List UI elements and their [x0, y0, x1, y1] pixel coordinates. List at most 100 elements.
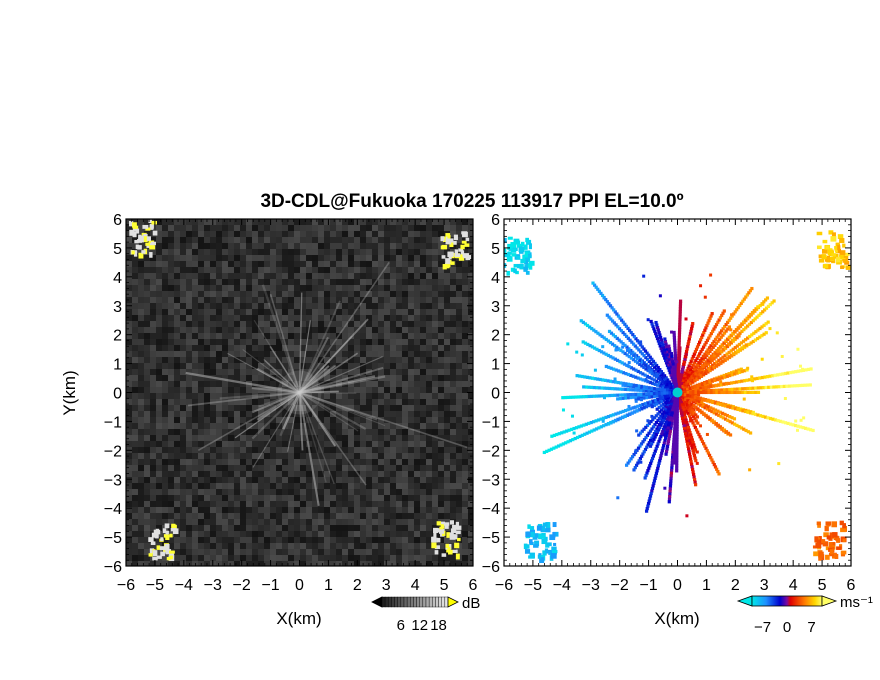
noise-cell	[132, 345, 138, 351]
noise-cell	[264, 513, 270, 519]
noise-cell	[348, 489, 354, 495]
velocity-bin	[663, 401, 667, 405]
noise-cell	[396, 231, 402, 237]
velocity-bin	[616, 314, 621, 318]
velocity-bin	[722, 382, 726, 386]
reflectivity-echo-cell	[145, 227, 151, 231]
noise-cell	[456, 243, 462, 249]
noise-cell	[462, 525, 468, 531]
noise-cell	[354, 543, 360, 549]
velocity-bin	[626, 396, 630, 400]
noise-cell	[360, 249, 366, 255]
reflectivity-echo-cell	[162, 528, 167, 534]
noise-cell	[246, 375, 252, 381]
noise-cell	[264, 429, 270, 435]
noise-cell	[174, 555, 180, 561]
noise-cell	[138, 501, 144, 507]
noise-cell	[414, 417, 420, 423]
noise-cell	[408, 255, 414, 261]
noise-cell	[372, 447, 378, 453]
noise-cell	[348, 543, 354, 549]
noise-cell	[240, 279, 246, 285]
noise-cell	[150, 453, 156, 459]
reflectivity-colorbar-right-arrow	[447, 596, 459, 608]
velocity-bin	[711, 460, 715, 464]
noise-cell	[156, 549, 162, 555]
noise-cell	[462, 357, 468, 363]
velocity-bin	[768, 302, 772, 307]
velocity-bin	[716, 320, 720, 324]
noise-cell	[360, 243, 366, 249]
noise-cell	[348, 477, 354, 483]
velocity-bin	[692, 367, 696, 371]
noise-cell	[132, 513, 138, 519]
velocity-bin	[744, 428, 748, 433]
noise-cell	[252, 561, 258, 566]
reflectivity-ray	[234, 391, 300, 439]
noise-cell	[192, 321, 198, 327]
noise-cell	[174, 333, 180, 339]
noise-cell	[228, 537, 234, 543]
noise-cell	[384, 309, 390, 315]
noise-cell	[234, 501, 240, 507]
noise-cell	[210, 237, 216, 243]
noise-cell	[300, 555, 306, 561]
noise-cell	[240, 333, 246, 339]
noise-cell	[252, 309, 258, 315]
noise-cell	[222, 381, 228, 387]
noise-cell	[390, 339, 396, 345]
noise-cell	[240, 519, 246, 525]
noise-cell	[228, 483, 234, 489]
noise-cell	[414, 291, 420, 297]
noise-cell	[438, 273, 444, 279]
velocity-bin	[753, 377, 757, 381]
noise-cell	[312, 345, 318, 351]
noise-cell	[186, 231, 192, 237]
noise-cell	[336, 483, 342, 489]
noise-cell	[336, 375, 342, 381]
noise-cell	[444, 339, 450, 345]
noise-cell	[294, 537, 300, 543]
noise-cell	[156, 249, 162, 255]
velocity-bin	[684, 407, 688, 411]
noise-cell	[246, 279, 252, 285]
noise-cell	[150, 495, 156, 501]
noise-cell	[348, 537, 354, 543]
velocity-bin	[658, 344, 662, 348]
noise-cell	[228, 279, 234, 285]
velocity-bin	[635, 339, 640, 343]
noise-cell	[234, 225, 240, 231]
noise-cell	[462, 513, 468, 519]
velocity-bin	[721, 327, 725, 331]
noise-cell	[390, 303, 396, 309]
reflectivity-echo-cell	[442, 264, 447, 270]
velocity-bin	[592, 385, 596, 390]
velocity-bin	[637, 433, 641, 437]
noise-cell	[162, 333, 168, 339]
noise-cell	[210, 429, 216, 435]
noise-cell	[246, 273, 252, 279]
noise-cell	[210, 345, 216, 351]
noise-cell	[270, 243, 276, 249]
noise-cell	[264, 423, 270, 429]
noise-cell	[306, 303, 312, 309]
noise-cell	[354, 447, 360, 453]
noise-cell	[342, 249, 348, 255]
noise-cell	[366, 273, 372, 279]
noise-cell	[264, 219, 270, 225]
noise-cell	[396, 267, 402, 273]
noise-cell	[330, 297, 336, 303]
noise-cell	[300, 435, 306, 441]
noise-cell	[294, 417, 300, 423]
noise-cell	[150, 411, 156, 417]
noise-cell	[144, 303, 150, 309]
noise-cell	[312, 561, 318, 566]
noise-cell	[324, 255, 330, 261]
noise-cell	[342, 471, 348, 477]
velocity-bin	[701, 358, 706, 362]
noise-cell	[426, 501, 432, 507]
noise-cell	[342, 513, 348, 519]
noise-cell	[222, 243, 228, 249]
noise-cell	[306, 441, 312, 447]
noise-cell	[210, 393, 216, 399]
